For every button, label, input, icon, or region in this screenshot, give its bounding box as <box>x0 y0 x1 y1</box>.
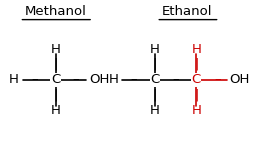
Text: Methanol: Methanol <box>25 5 87 18</box>
Text: H: H <box>9 73 19 86</box>
Text: –: – <box>31 73 38 86</box>
Text: –: – <box>131 73 137 86</box>
Text: H: H <box>51 104 61 117</box>
Text: |: | <box>54 58 58 71</box>
Text: H: H <box>109 73 118 86</box>
Text: |: | <box>194 58 199 71</box>
Text: –: – <box>72 73 79 86</box>
Text: OH: OH <box>89 73 109 86</box>
Text: OH: OH <box>229 73 250 86</box>
Text: H: H <box>150 104 160 117</box>
Text: –: – <box>214 73 221 86</box>
Text: C: C <box>150 73 160 86</box>
Text: |: | <box>153 58 157 71</box>
Text: H: H <box>51 43 61 56</box>
Text: |: | <box>54 89 58 102</box>
Text: –: – <box>172 73 179 86</box>
Text: Ethanol: Ethanol <box>162 5 212 18</box>
Text: H: H <box>191 43 201 56</box>
Text: H: H <box>150 43 160 56</box>
Text: H: H <box>191 104 201 117</box>
Text: C: C <box>51 73 60 86</box>
Text: |: | <box>153 89 157 102</box>
Text: C: C <box>192 73 201 86</box>
Text: |: | <box>194 89 199 102</box>
